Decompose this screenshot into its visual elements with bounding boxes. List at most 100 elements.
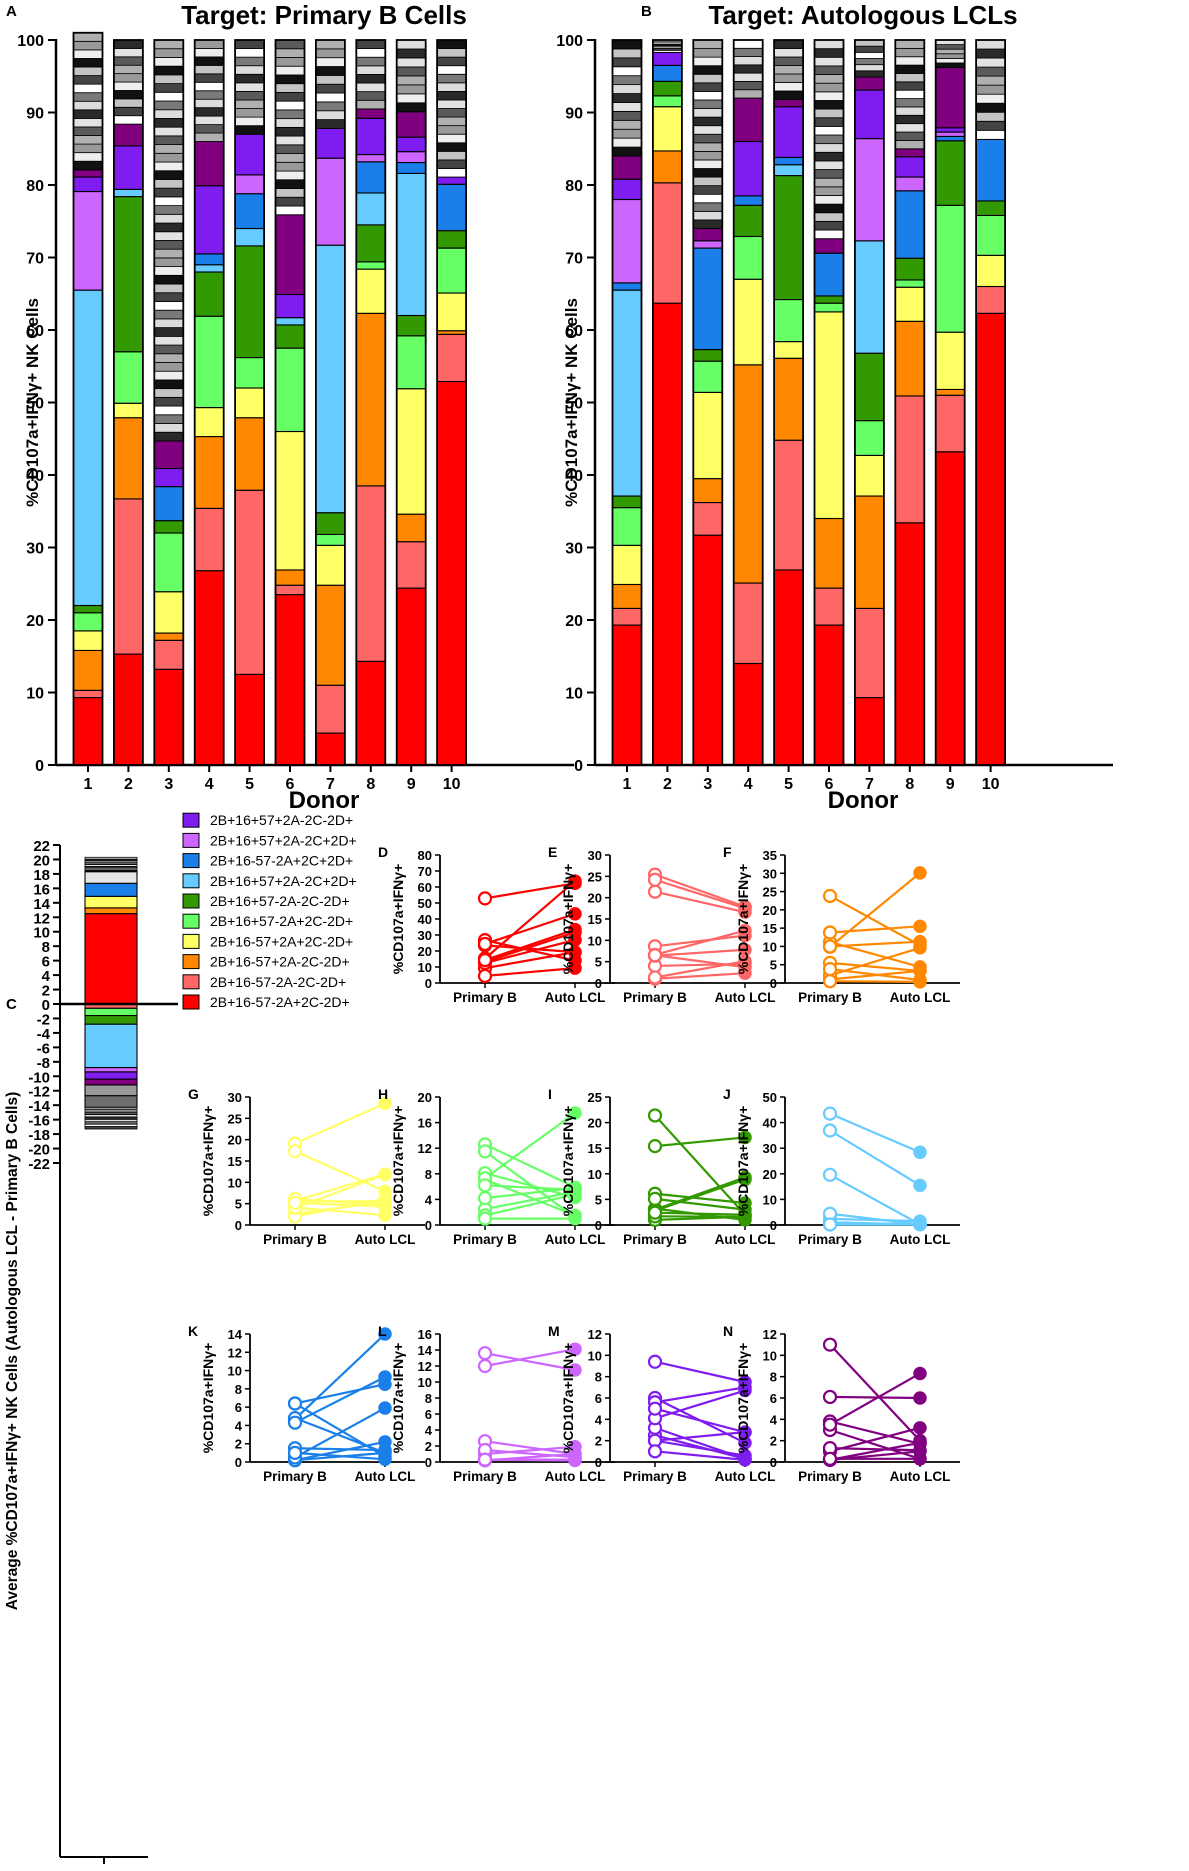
bar-segment bbox=[773, 298, 804, 343]
y-tick-label: -10 bbox=[28, 1069, 50, 1086]
x-tick-label: 2 bbox=[124, 776, 133, 793]
bar-segment-other bbox=[894, 64, 925, 74]
bar-segment bbox=[315, 533, 346, 546]
bar-segment-other bbox=[73, 117, 103, 128]
y-tick-label: 16 bbox=[33, 881, 50, 898]
y-axis-label: %CD107a+IFNγ+ bbox=[390, 1106, 406, 1217]
pair-line bbox=[829, 1372, 921, 1426]
y-tick-label: 20 bbox=[26, 613, 44, 630]
bar-segment bbox=[113, 653, 144, 766]
bar-segment-other bbox=[194, 48, 225, 58]
bar-segment-other bbox=[275, 39, 305, 50]
bar-segment bbox=[773, 341, 804, 359]
panel-i-line-plot: I %CD107a+IFNγ+ 0 5 10 15 20 25 Primary B Auto LC… bbox=[548, 1086, 785, 1247]
y-axis-label: %CD107a+IFNγ+ bbox=[200, 1106, 216, 1217]
bar-segment bbox=[773, 106, 804, 158]
bar-segment-other bbox=[315, 48, 346, 59]
legend-label: 2B+16-57-2A-2C-2D+ bbox=[210, 974, 346, 990]
pair-line bbox=[654, 1192, 746, 1205]
bar-segment-other bbox=[692, 210, 723, 221]
bar-segment bbox=[733, 662, 764, 766]
x-tick-label: 1 bbox=[84, 776, 93, 793]
y-tick-label: 50 bbox=[26, 396, 44, 413]
bar-segment-other bbox=[814, 134, 844, 145]
bar-segment bbox=[935, 451, 966, 766]
bar-segment-other bbox=[275, 161, 305, 172]
bar-segment-other bbox=[436, 150, 467, 161]
bar-segment-other bbox=[612, 93, 642, 103]
primary-b-point bbox=[477, 1191, 493, 1206]
pair-line bbox=[654, 972, 746, 980]
legend-swatch bbox=[182, 893, 200, 909]
bar-segment-other bbox=[773, 39, 804, 49]
x-tick-label: Auto LCL bbox=[890, 1232, 951, 1247]
legend-swatch bbox=[182, 994, 200, 1010]
panel-c-legend: 2B+16+57+2A-2C-2D+ 2B+16+57+2A-2C+2D+ 2B+1… bbox=[182, 812, 357, 1010]
y-tick-label: 0 bbox=[770, 1455, 777, 1470]
legend-label: 2B+16-57+2A-2C-2D+ bbox=[210, 954, 350, 970]
bar-segment bbox=[84, 1095, 138, 1108]
pair-line bbox=[829, 1395, 921, 1400]
bar-segment bbox=[733, 204, 764, 238]
pair-line bbox=[829, 925, 921, 934]
y-tick-label: 80 bbox=[26, 178, 44, 195]
bar-segment-other bbox=[153, 396, 184, 407]
auto-lcl-point bbox=[738, 1208, 752, 1222]
auto-lcl-point bbox=[738, 1172, 752, 1187]
pair-line bbox=[294, 1150, 386, 1193]
bar-segment-other bbox=[854, 51, 885, 59]
bar-segment-other bbox=[612, 48, 642, 59]
auto-lcl-point bbox=[568, 1106, 582, 1120]
y-tick-label: 5 bbox=[595, 955, 602, 970]
panel-a-x-axis-label: Donor bbox=[289, 787, 360, 814]
y-tick-label: 10 bbox=[763, 1348, 777, 1363]
legend-swatch bbox=[182, 913, 200, 929]
pair-line bbox=[654, 1197, 746, 1211]
bar-segment-other bbox=[612, 39, 642, 50]
bar-segment bbox=[396, 161, 427, 174]
auto-lcl-point bbox=[913, 866, 927, 880]
pair-line bbox=[654, 934, 746, 948]
pair-line bbox=[294, 1201, 386, 1208]
primary-b-point bbox=[822, 1451, 838, 1466]
bar-segment-other bbox=[153, 222, 184, 233]
bar-segment bbox=[274, 584, 306, 596]
bar-segment-other bbox=[194, 64, 225, 75]
bar-segment-other bbox=[73, 40, 103, 51]
bar-segment-other bbox=[315, 92, 346, 103]
panel-b-y-axis-label: %CD107a+IFNγ+ NK Cells bbox=[562, 298, 581, 507]
bar-segment bbox=[234, 417, 265, 491]
bar-segment-other bbox=[612, 146, 642, 157]
panel-c-y-axis-label: Average %CD107a+IFNγ+ NK Cells (Autologo… bbox=[4, 1092, 21, 1611]
bar-segment-other bbox=[733, 64, 764, 74]
bar-segment bbox=[854, 454, 885, 497]
bar-segment-other bbox=[692, 193, 723, 204]
bar-segment-other bbox=[814, 125, 844, 136]
bar-segment-other bbox=[113, 73, 144, 83]
y-tick-label: 10 bbox=[228, 1175, 242, 1190]
auto-lcl-point bbox=[913, 1178, 927, 1193]
bar-segment bbox=[72, 604, 104, 614]
panel-a-title: Target: Primary B Cells bbox=[181, 0, 467, 30]
bar-segment-other bbox=[733, 56, 764, 66]
bar-segment-other bbox=[153, 292, 184, 302]
bar-segment bbox=[274, 317, 306, 326]
legend-label: 2B+16+57+2A-2C+2D+ bbox=[210, 832, 357, 848]
panel-label-g: G bbox=[188, 1086, 199, 1102]
bar-segment-other bbox=[355, 99, 386, 110]
bar-segment bbox=[113, 351, 144, 404]
bar-segment-other bbox=[436, 168, 467, 178]
y-tick-label: 25 bbox=[228, 1111, 242, 1126]
bar-segment bbox=[194, 271, 225, 317]
bar-segment bbox=[396, 513, 427, 543]
auto-lcl-point bbox=[913, 975, 927, 989]
pair-line bbox=[829, 980, 921, 984]
bar-segment-other bbox=[355, 48, 386, 58]
bar-segment-other bbox=[436, 108, 467, 118]
legend-swatch bbox=[182, 812, 200, 828]
y-tick-label: 25 bbox=[588, 1090, 602, 1105]
bar-segment-other bbox=[275, 179, 305, 189]
x-tick-label: Auto LCL bbox=[545, 1232, 606, 1247]
bar-segment bbox=[194, 407, 225, 438]
bar-segment-other bbox=[315, 110, 346, 121]
